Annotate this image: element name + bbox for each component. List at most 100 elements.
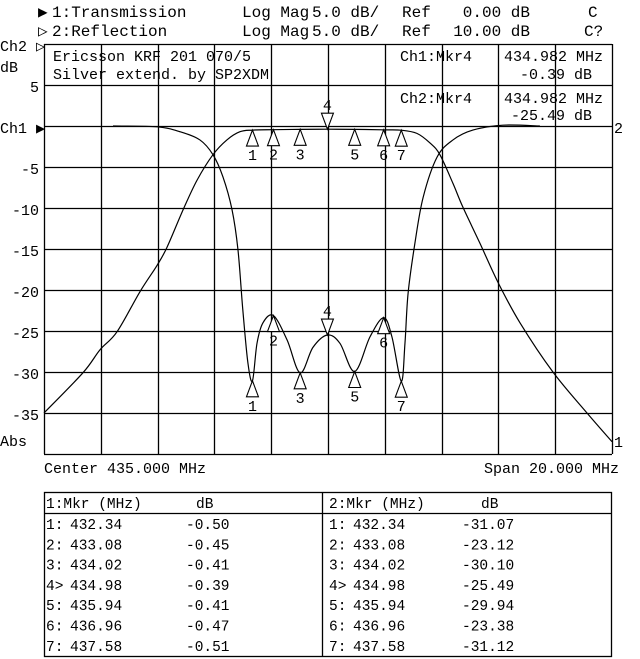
traces xyxy=(43,124,613,443)
marker-number-label: 2 xyxy=(269,148,278,165)
marker-id: 5: xyxy=(329,599,346,615)
table-row: 6: 436.96 -0.47 xyxy=(46,620,230,636)
ch1-ref-label: Ch1 ▶ xyxy=(0,121,45,138)
ch2-marker-2-icon xyxy=(266,314,281,333)
title-line-1: Ericsson KRF 201 070/5 xyxy=(53,49,251,66)
ch1-table-header-mkr: 1:Mkr (MHz) xyxy=(46,497,142,513)
marker-id: 6: xyxy=(46,620,63,636)
marker-db: -30.10 xyxy=(462,559,514,575)
ch2-marker-7-icon xyxy=(394,379,409,398)
table-row: 3: 434.02 -0.41 xyxy=(46,559,230,575)
marker-number-label: 2 xyxy=(269,334,278,351)
marker-id: 3: xyxy=(46,559,63,575)
marker-number-label: 6 xyxy=(379,336,388,353)
table-row: 6: 436.96 -23.38 xyxy=(329,620,514,636)
ch2-marker-3-icon xyxy=(293,371,307,390)
table-row: 2: 433.08 -0.45 xyxy=(46,538,230,554)
marker-frequency: 435.94 xyxy=(70,599,122,615)
table-row: 4> 434.98 -25.49 xyxy=(329,579,514,595)
marker-frequency: 435.94 xyxy=(353,599,405,615)
center-frequency: Center 435.000 MHz xyxy=(44,461,206,478)
ch1-scale: 5.0 dB/ xyxy=(312,4,379,22)
marker-db: -0.51 xyxy=(186,640,230,656)
tick-label: -30 xyxy=(12,367,39,384)
ch1-table-header-db: dB xyxy=(196,497,214,513)
plot-grid xyxy=(43,43,614,456)
ch1-marker-5-icon xyxy=(347,127,362,146)
marker-db: -0.39 xyxy=(186,579,230,595)
ch1-name: 1:Transmission xyxy=(52,4,186,22)
marker-id: 2: xyxy=(329,538,346,554)
marker-frequency: 434.02 xyxy=(353,559,405,575)
marker-table-frame xyxy=(43,491,613,658)
marker-number-label: 7 xyxy=(397,399,406,416)
table-row: 7: 437.58 -0.51 xyxy=(46,640,230,656)
marker-frequency: 433.08 xyxy=(70,538,122,554)
reflection-trace xyxy=(113,124,540,383)
marker-id: 4> xyxy=(329,579,346,595)
marker-frequency: 437.58 xyxy=(353,640,405,656)
title-annotation: Ericsson KRF 201 070/5 Silver extend. by… xyxy=(53,49,269,84)
ch1-marker-7-icon xyxy=(394,128,409,147)
marker-db: -0.45 xyxy=(186,538,230,554)
marker-id: 4> xyxy=(46,579,63,595)
ch1-indicator: ▶ xyxy=(38,4,48,22)
marker-id: 6: xyxy=(329,620,346,636)
table-row: 5: 435.94 -0.41 xyxy=(46,599,230,615)
marker-number-label: 1 xyxy=(248,148,257,165)
ch1-marker-value: -0.39 dB xyxy=(520,67,592,84)
ch2-format: Log Mag xyxy=(242,23,309,41)
ch2-ref-value: 10.00 dB xyxy=(453,23,530,41)
marker-number-label: 6 xyxy=(379,148,388,165)
marker-number-label: 5 xyxy=(350,390,359,407)
marker-number-label: 4 xyxy=(323,98,332,115)
tick-label: -5 xyxy=(21,162,39,179)
span-frequency: Span 20.000 MHz xyxy=(484,461,619,478)
table-row: 2: 433.08 -23.12 xyxy=(329,538,514,554)
marker-readout: Ch1:Mkr4 434.982 MHz -0.39 dB Ch2:Mkr4 4… xyxy=(400,49,603,125)
ch2-ref-label: Ref xyxy=(402,23,431,41)
ch2-marker-6-icon xyxy=(376,316,391,335)
ch2-marker-value: -25.49 dB xyxy=(511,108,592,125)
marker-id: 5: xyxy=(46,599,63,615)
ch1-marker-4-icon xyxy=(320,112,335,131)
marker-db: -23.12 xyxy=(462,538,514,554)
marker-id: 1: xyxy=(46,518,63,534)
marker-db: -0.41 xyxy=(186,559,230,575)
marker-db: -0.41 xyxy=(186,599,230,615)
ch1-format: Log Mag xyxy=(242,4,309,22)
ch2-indicator: ▷ xyxy=(38,23,48,41)
marker-db: -0.47 xyxy=(186,620,230,636)
marker-id: 3: xyxy=(329,559,346,575)
marker-id: 1: xyxy=(329,518,346,534)
ch2-table-header-mkr: 2:Mkr (MHz) xyxy=(329,497,425,513)
table-row: 5: 435.94 -29.94 xyxy=(329,599,514,615)
ch1-trace-end-label: 1 xyxy=(614,435,623,452)
table-row: 1: 432.34 -31.07 xyxy=(329,518,514,534)
ch1-marker-2-icon xyxy=(266,128,281,147)
marker-id: 7: xyxy=(329,640,346,656)
ch2-name: 2:Reflection xyxy=(52,23,167,41)
ch2-marker-1-icon xyxy=(245,379,260,398)
ch2-trace-end-label: 2 xyxy=(614,121,623,138)
ch2-scale: 5.0 dB/ xyxy=(312,23,379,41)
marker-id: 7: xyxy=(46,640,63,656)
marker-db: -23.38 xyxy=(462,620,514,636)
ch1-marker-label: Ch1:Mkr4 xyxy=(400,49,472,66)
tick-label: 5 xyxy=(30,80,39,97)
marker-db: -31.07 xyxy=(462,518,514,534)
marker-frequency: 432.34 xyxy=(70,518,122,534)
marker-number-label: 3 xyxy=(296,391,305,408)
marker-frequency: 433.08 xyxy=(353,538,405,554)
table-row: 4> 434.98 -0.39 xyxy=(46,579,230,595)
marker-number-label: 3 xyxy=(296,147,305,164)
marker-db: -29.94 xyxy=(462,599,514,615)
tick-label: -25 xyxy=(12,326,39,343)
marker-db: -0.50 xyxy=(186,518,230,534)
ch2-flag: C? xyxy=(584,23,603,41)
ch1-ref-label: Ref xyxy=(402,4,431,22)
marker-number-label: 7 xyxy=(397,148,406,165)
ch2-ref-label: Ch2 ▷ xyxy=(0,39,45,56)
